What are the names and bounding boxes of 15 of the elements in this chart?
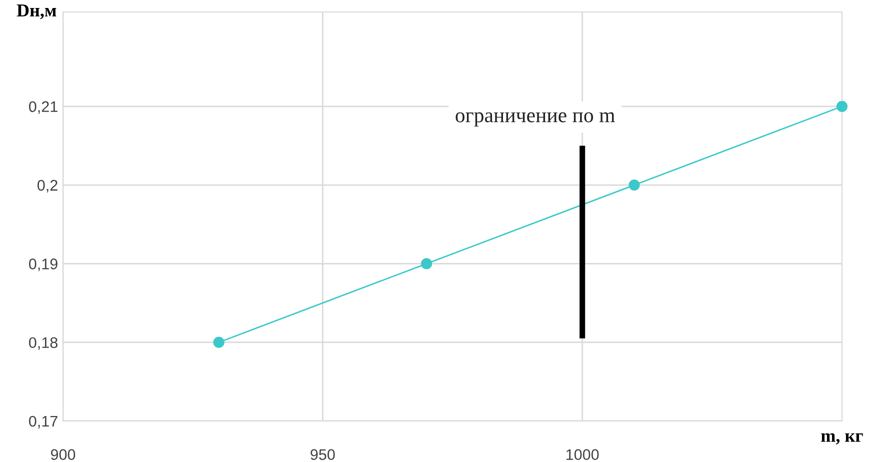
point <box>213 336 224 348</box>
y-tick-label: 0,17 <box>29 416 58 428</box>
point <box>420 258 432 270</box>
y-axis-title: Dн,м <box>16 4 56 20</box>
x-tick-label: 900 <box>50 449 76 460</box>
y-tick-label: 0,18 <box>29 337 58 350</box>
x-tick-label: 950 <box>310 449 335 460</box>
x-tick-label: 1000 <box>566 449 599 460</box>
y-tick-label: 0,21 <box>29 101 58 114</box>
x-axis-title: m, кг <box>821 433 863 445</box>
point <box>836 100 848 112</box>
y-tick-label: 0,2 <box>38 180 58 193</box>
point <box>628 179 640 191</box>
annotation: ограничение по m <box>456 112 615 127</box>
y-tick-label: 0,19 <box>29 258 58 272</box>
